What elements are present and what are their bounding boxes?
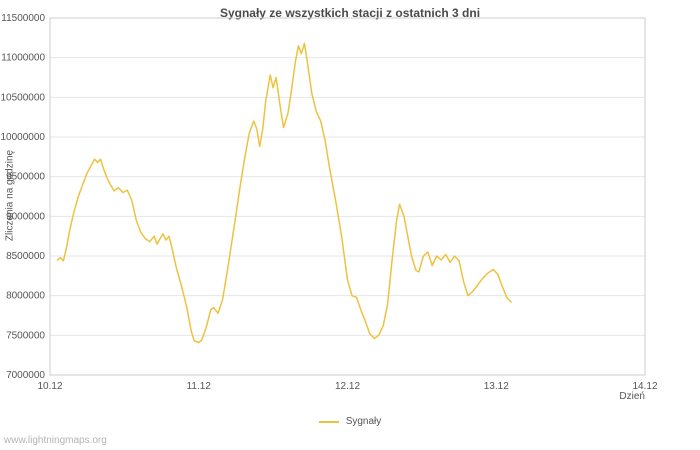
y-tick-label: 7000000 [6,370,45,381]
y-tick-label: 11000000 [1,53,45,64]
legend: Sygnały [0,416,700,427]
y-tick-label: 9500000 [6,172,45,183]
y-tick-label: 8500000 [6,251,45,262]
y-tick-label: 10000000 [1,132,46,143]
signals-line [56,42,512,344]
legend-line-swatch [318,420,339,423]
x-tick-label: 13.12 [484,381,509,392]
x-axis-label: Dzień [619,391,645,402]
y-tick-label: 11500000 [1,13,45,24]
x-tick-label: 14.12 [632,381,657,392]
legend-label: Sygnały [345,416,382,427]
x-tick-label: 10.12 [37,381,62,392]
y-tick-label: 7500000 [6,330,45,341]
chart-title: Sygnały ze wszystkich stacji z ostatnich… [219,6,481,20]
watermark: www.lightningmaps.org [4,435,107,446]
y-tick-label: 10500000 [1,92,46,103]
y-tick-label: 8000000 [6,291,45,302]
plot-border [49,17,646,376]
x-tick-label: 11.12 [187,381,212,392]
x-tick-label: 12.12 [335,381,360,392]
y-tick-label: 9000000 [6,211,45,222]
